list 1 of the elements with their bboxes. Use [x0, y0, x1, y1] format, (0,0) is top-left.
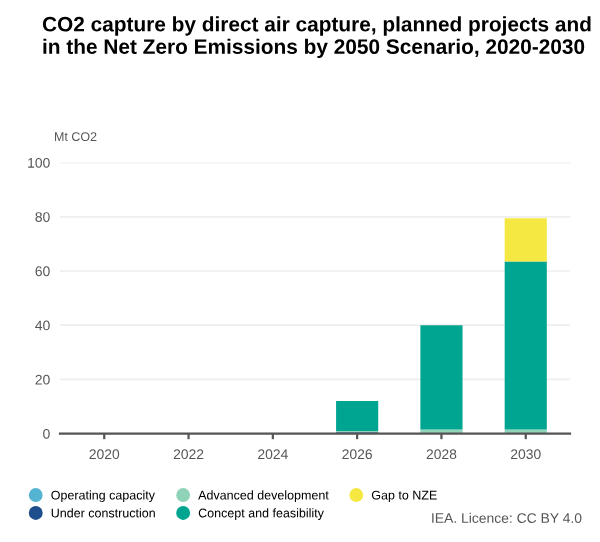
chart-title: CO2 capture by direct air capture, planned projects and in the Net Zero Emissions by 2050 Scenario, 2020-2030	[42, 16, 591, 59]
